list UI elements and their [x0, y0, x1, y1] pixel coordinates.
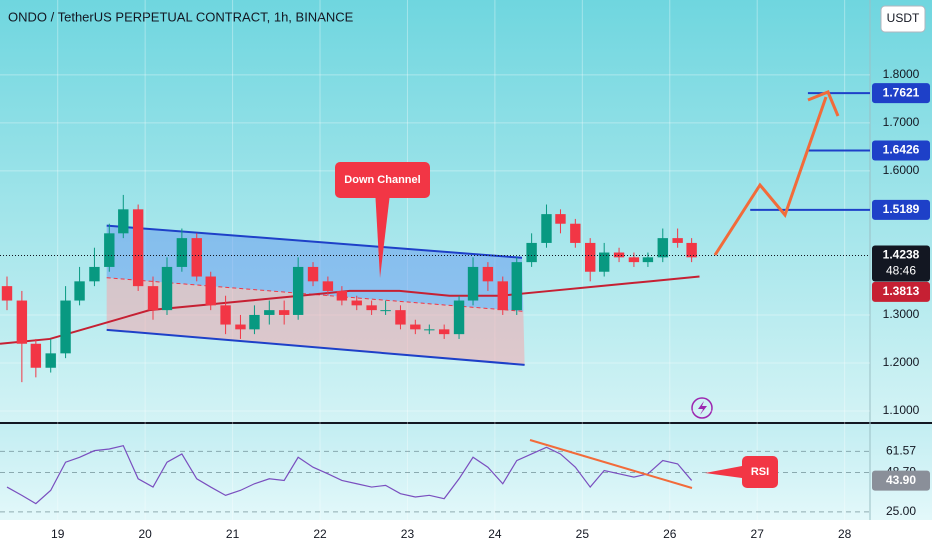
- annotation-box: [742, 456, 778, 488]
- ma-price: 1.3813: [883, 284, 920, 298]
- ma-price-bg: [872, 281, 930, 302]
- candle-body: [628, 257, 640, 263]
- candle-body: [16, 300, 28, 344]
- candle-body: [467, 266, 479, 301]
- candle-body: [351, 300, 362, 306]
- moving-average: [0, 275, 700, 345]
- candle-body: [118, 209, 129, 234]
- y-tick-label: 1.8000: [883, 67, 920, 81]
- annotation-pointer: [705, 466, 742, 478]
- candle-body: [235, 324, 246, 330]
- x-tick-label: 22: [313, 527, 327, 541]
- alert-bolt: [698, 401, 707, 415]
- candle-body: [278, 310, 290, 315]
- candle-body: [1, 286, 13, 301]
- rsi-pane: [0, 424, 932, 520]
- candle-body: [45, 353, 56, 368]
- last-price: 1.4238: [883, 248, 920, 262]
- candle-body: [205, 276, 216, 306]
- candle-body: [657, 238, 668, 258]
- candle-body: [30, 343, 42, 368]
- candle-body: [104, 233, 115, 267]
- x-tick-label: 19: [51, 527, 65, 541]
- x-tick-label: 28: [838, 527, 852, 541]
- rsi-line: [6, 444, 693, 505]
- currency: USDT: [887, 11, 920, 25]
- x-tick-label: 27: [751, 527, 765, 541]
- candle-body: [570, 223, 581, 243]
- target-label: 1.7621: [883, 85, 920, 99]
- candle-body: [453, 300, 465, 335]
- target-label: 1.6426: [883, 143, 920, 157]
- candle-body: [322, 281, 334, 291]
- candle-body: [74, 281, 85, 301]
- last-price-bg: [872, 245, 930, 282]
- candle-body: [598, 252, 610, 272]
- candle-body: [161, 266, 173, 311]
- countdown: 48:46: [886, 264, 916, 278]
- candle-body: [511, 262, 522, 311]
- candle-body: [672, 238, 683, 243]
- target-label-bg: [872, 83, 930, 104]
- channel-upper: [106, 224, 523, 259]
- channel-lower: [106, 328, 525, 366]
- rsi-last-bg: [872, 470, 930, 491]
- annotation: Down Channel: [344, 174, 420, 186]
- candle-body: [642, 257, 654, 263]
- candle-body: [380, 310, 391, 312]
- candle-body: [60, 300, 71, 354]
- y-tick-label: 1.1000: [883, 403, 920, 417]
- candle-body: [147, 286, 159, 311]
- candle-body: [686, 242, 697, 258]
- rsi-last: 43.90: [886, 473, 916, 487]
- x-tick-label: 25: [576, 527, 590, 541]
- candle-body: [176, 238, 188, 267]
- candle-body: [584, 242, 596, 272]
- y-tick-label: 1.6000: [883, 163, 920, 177]
- y-tick-label: 1.2000: [883, 355, 920, 369]
- candle-body: [336, 290, 348, 301]
- candle-body: [89, 266, 100, 282]
- y-tick-label: 1.7000: [883, 115, 920, 129]
- candle-body: [395, 310, 406, 325]
- candle-body: [482, 266, 494, 282]
- x-tick-label: 24: [488, 527, 502, 541]
- y-tick-label: 61.57: [886, 444, 916, 458]
- target-label-bg: [872, 199, 930, 220]
- candle-body: [366, 305, 377, 311]
- target-label: 1.5189: [883, 202, 920, 216]
- candle-body: [541, 214, 552, 243]
- annotation-pointer: [375, 198, 390, 278]
- x-tick-label: 26: [663, 527, 677, 541]
- target-label-bg: [872, 140, 930, 161]
- candle-body: [249, 314, 260, 330]
- projection-arrow: [713, 96, 828, 256]
- candle-body: [438, 329, 450, 335]
- candle-body: [526, 242, 537, 263]
- y-tick-label: 1.3000: [883, 307, 920, 321]
- x-tick-label: 23: [401, 527, 415, 541]
- candle-body: [220, 305, 231, 325]
- candle-body: [424, 329, 435, 331]
- candle-body: [292, 266, 304, 315]
- annotation-box: [335, 162, 430, 198]
- currency-box: [880, 5, 926, 33]
- candle-body: [264, 310, 275, 315]
- candle-body: [497, 281, 508, 311]
- alert-icon[interactable]: [691, 397, 713, 419]
- chart-title: ONDO / TetherUS PERPETUAL CONTRACT, 1h, …: [8, 9, 354, 24]
- candle-body: [132, 209, 144, 287]
- candle-body: [191, 238, 202, 277]
- annotation: RSI: [751, 466, 769, 478]
- x-tick-label: 21: [226, 527, 240, 541]
- candle-body: [613, 252, 625, 258]
- candle-body: [410, 324, 421, 330]
- rsi-trendline: [529, 439, 693, 489]
- candle-body: [307, 266, 319, 282]
- x-tick-label: 20: [138, 527, 152, 541]
- projection-arrowhead: [807, 90, 840, 117]
- candle-body: [555, 214, 566, 224]
- y-tick-label: 25.00: [886, 504, 916, 518]
